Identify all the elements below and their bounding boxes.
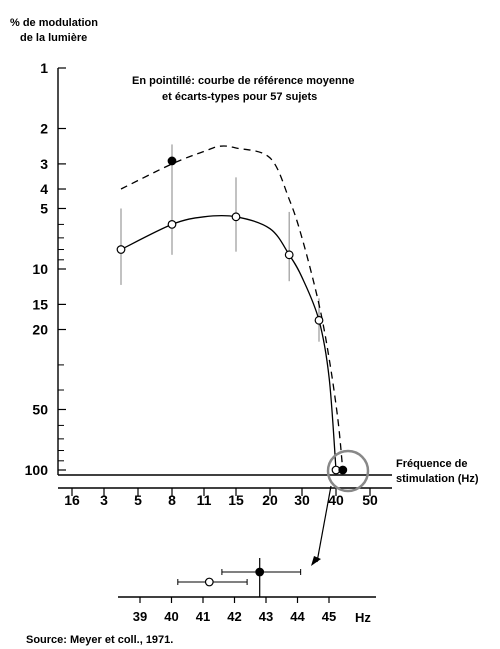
reference-curve-dashed — [120, 145, 344, 471]
x-tick-label: 3 — [100, 492, 108, 508]
y-tick-label: 10 — [32, 261, 48, 277]
y-tick-label: 100 — [25, 462, 49, 478]
y-tick-label: 15 — [32, 296, 48, 312]
reference-point — [338, 465, 348, 475]
source-credit: Source: Meyer et coll., 1971. — [26, 634, 173, 646]
inset-x-tick-label: 41 — [196, 609, 210, 624]
x-tick-label: 30 — [294, 492, 310, 508]
zoom-circle — [326, 449, 370, 493]
zoom-arrow-line — [316, 485, 332, 563]
x-tick-label: 40 — [328, 492, 344, 508]
inset-x-axis-label: Hz — [355, 610, 371, 625]
patient-point — [116, 245, 126, 254]
x-axis-label-line-2: stimulation (Hz) — [396, 473, 479, 485]
x-axis-label-line-1: Fréquence de — [396, 458, 468, 470]
inset-x-tick-label: 40 — [164, 609, 178, 624]
reference-point — [167, 156, 177, 166]
y-axis-label-line-2: de la lumière — [20, 32, 87, 44]
patient-curve-solid — [120, 214, 337, 471]
annotation-line-2: et écarts-types pour 57 sujets — [162, 91, 317, 103]
inset-x-tick-label: 44 — [290, 609, 305, 624]
y-tick-label: 1 — [40, 60, 48, 76]
patient-point — [231, 212, 241, 222]
inset-x-tick-label: 43 — [259, 609, 273, 624]
patient-point — [314, 315, 324, 325]
zoom-arrow-head — [311, 556, 321, 566]
x-tick-label: 5 — [134, 492, 142, 508]
y-tick-label: 3 — [40, 156, 48, 172]
y-tick-label: 4 — [40, 181, 48, 197]
inset-x-tick-label: 42 — [227, 609, 241, 624]
x-tick-label: 8 — [168, 492, 176, 508]
inset-x-tick-label: 45 — [322, 609, 336, 624]
annotation-line-1: En pointillé: courbe de référence moyenn… — [132, 75, 355, 87]
patient-point — [167, 220, 177, 229]
x-tick-label: 50 — [362, 492, 378, 508]
y-axis-label-line-1: % de modulation — [10, 17, 98, 29]
x-tick-label: 16 — [64, 492, 80, 508]
patient-point — [284, 250, 294, 260]
y-tick-label: 20 — [32, 322, 48, 338]
inset-reference-point — [255, 567, 265, 577]
inset-patient-point — [204, 577, 214, 587]
y-tick-label: 2 — [40, 121, 48, 137]
y-tick-label: 5 — [40, 200, 48, 216]
y-tick-label: 50 — [32, 401, 48, 417]
x-tick-label: 20 — [262, 492, 278, 508]
x-tick-label: 15 — [228, 492, 244, 508]
inset-x-tick-label: 39 — [133, 609, 147, 624]
x-tick-label: 11 — [197, 492, 212, 508]
